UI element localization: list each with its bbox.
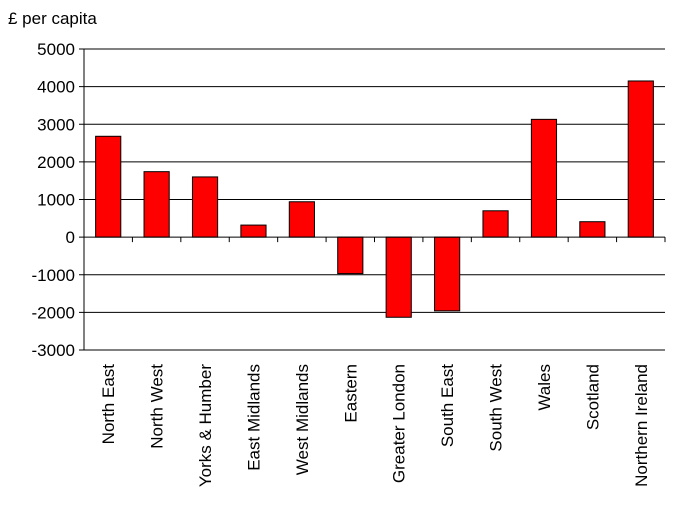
y-tick-label: 0: [66, 228, 75, 247]
y-tick-label: -1000: [32, 266, 75, 285]
bar: [143, 171, 170, 238]
y-tick-label: 5000: [37, 40, 75, 59]
bar: [191, 176, 219, 238]
x-tick-label: South West: [487, 364, 506, 452]
x-tick-label: North East: [99, 364, 118, 445]
y-axis-title: £ per capita: [8, 9, 97, 28]
bar: [579, 221, 606, 238]
bar: [627, 80, 654, 238]
x-tick-label: Northern Ireland: [632, 364, 651, 487]
y-tick-label: -3000: [32, 341, 75, 360]
y-tick-labels: 5000 4000 3000 2000 1000 0 -1000 -2000 -3000: [32, 40, 75, 360]
y-tick-label: 1000: [37, 191, 75, 210]
x-tick-label: Wales: [535, 364, 554, 411]
x-tick-label: North West: [148, 364, 167, 449]
x-tick-labels: North East North West Yorks & Humber East M…: [99, 364, 651, 487]
bar: [337, 236, 364, 275]
x-tick-label: Greater London: [390, 364, 409, 483]
x-tick-label: South East: [438, 364, 457, 447]
x-tick-label: West Midlands: [293, 364, 312, 475]
bars: [95, 80, 654, 318]
bar: [434, 236, 461, 312]
x-tick-label: East Midlands: [244, 364, 263, 471]
x-tick-label: Eastern: [341, 364, 360, 423]
y-tick-label: -2000: [32, 303, 75, 322]
bar: [240, 224, 267, 238]
bar: [288, 201, 315, 238]
bar: [385, 236, 412, 318]
bar: [482, 210, 509, 238]
y-tick-label: 2000: [37, 153, 75, 172]
gridlines: [84, 48, 665, 351]
axes: [79, 48, 666, 351]
x-tick-label: Yorks & Humber: [196, 364, 215, 487]
x-tick-label: Scotland: [583, 364, 602, 430]
bar: [530, 118, 558, 238]
y-tick-label: 4000: [37, 78, 75, 97]
y-tick-label: 3000: [37, 115, 75, 134]
bar: [95, 135, 122, 238]
